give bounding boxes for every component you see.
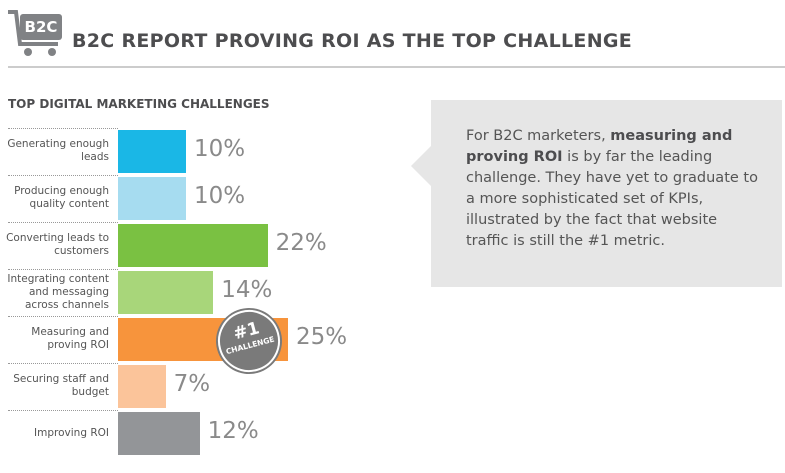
bar xyxy=(118,224,268,267)
category-label: Integrating content and messaging across… xyxy=(7,272,109,311)
row-separator xyxy=(8,175,118,176)
row-separator xyxy=(8,410,118,411)
value-label: 25% xyxy=(296,324,348,350)
value-label: 10% xyxy=(194,136,246,162)
category-label: Securing staff and budget xyxy=(13,373,109,398)
cart-icon: B2C xyxy=(8,10,62,56)
bar xyxy=(118,130,186,173)
row-separator xyxy=(8,269,118,270)
bar xyxy=(118,271,214,314)
callout-part: is by far the leading challenge. They ha… xyxy=(466,149,758,249)
callout-text: For B2C marketers, measuring and proving… xyxy=(466,126,761,252)
chart-title: TOP DIGITAL MARKETING CHALLENGES xyxy=(8,97,270,111)
value-label: 22% xyxy=(275,230,327,256)
category-label: Generating enough leads xyxy=(7,138,109,163)
cart-wheel xyxy=(48,48,56,56)
value-label: 7% xyxy=(173,371,211,397)
row-separator xyxy=(8,222,118,223)
bar xyxy=(118,177,186,220)
bar xyxy=(118,365,166,408)
divider xyxy=(8,66,785,68)
value-label: 10% xyxy=(194,183,246,209)
icon-label: B2C xyxy=(25,18,58,36)
category-label: Measuring and proving ROI xyxy=(31,326,109,351)
cart-handle xyxy=(8,10,58,46)
callout-box xyxy=(431,100,782,287)
bar xyxy=(118,412,200,455)
callout-pointer xyxy=(411,146,431,186)
callout-emphasis: measuring and proving ROI xyxy=(466,128,733,165)
cart-wheel xyxy=(24,48,32,56)
category-label: Converting leads to customers xyxy=(6,232,109,257)
value-label: 14% xyxy=(221,277,273,303)
row-separator xyxy=(8,128,118,129)
value-label: 12% xyxy=(207,418,259,444)
category-label: Producing enough quality content xyxy=(14,185,109,210)
row-separator xyxy=(8,363,118,364)
callout-part: For B2C marketers, xyxy=(466,128,611,144)
page-title: B2C REPORT PROVING ROI AS THE TOP CHALLE… xyxy=(72,30,633,52)
badge: #1 CHALLENGE xyxy=(211,303,287,379)
category-label: Improving ROI xyxy=(34,426,109,439)
cart-basket xyxy=(20,14,62,40)
row-separator xyxy=(8,316,118,317)
